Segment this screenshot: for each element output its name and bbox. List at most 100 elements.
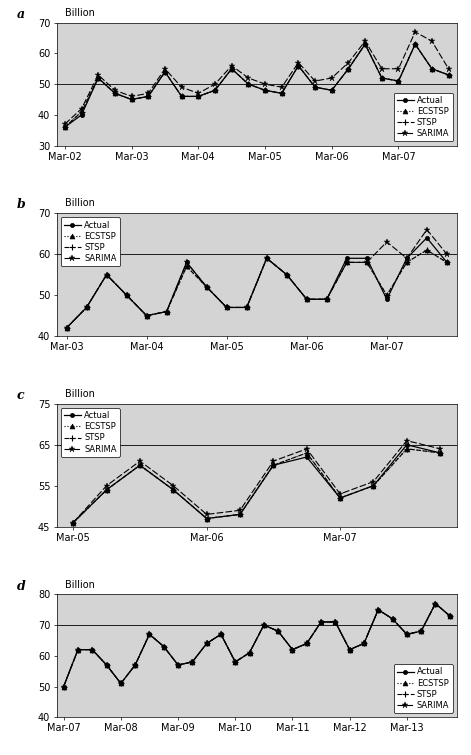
ECSTSP bbox=[396, 76, 401, 85]
STSP bbox=[284, 270, 290, 279]
Actual bbox=[404, 630, 410, 639]
ECSTSP bbox=[189, 658, 195, 667]
STSP bbox=[324, 294, 330, 304]
SARIMA bbox=[279, 82, 284, 91]
STSP bbox=[404, 258, 410, 267]
SARIMA bbox=[204, 510, 210, 519]
SARIMA bbox=[124, 291, 130, 300]
STSP bbox=[447, 612, 453, 621]
SARIMA bbox=[175, 661, 181, 670]
Text: a: a bbox=[16, 8, 24, 21]
ECSTSP bbox=[304, 448, 309, 458]
Actual bbox=[404, 440, 410, 449]
STSP bbox=[304, 294, 309, 304]
SARIMA bbox=[224, 303, 229, 312]
STSP bbox=[146, 92, 151, 101]
ECSTSP bbox=[404, 630, 410, 639]
Actual bbox=[64, 323, 69, 332]
Actual bbox=[75, 645, 81, 654]
Text: d: d bbox=[16, 580, 25, 593]
SARIMA bbox=[262, 79, 268, 88]
ECSTSP bbox=[333, 618, 338, 627]
ECSTSP bbox=[61, 682, 66, 691]
ECSTSP bbox=[179, 92, 185, 101]
SARIMA bbox=[104, 481, 109, 490]
SARIMA bbox=[137, 457, 143, 466]
ECSTSP bbox=[229, 64, 235, 73]
SARIMA bbox=[361, 639, 367, 648]
STSP bbox=[89, 645, 95, 654]
Line: ECSTSP: ECSTSP bbox=[71, 446, 443, 525]
SARIMA bbox=[261, 621, 267, 630]
STSP bbox=[270, 461, 276, 470]
Actual bbox=[104, 485, 109, 495]
STSP bbox=[264, 254, 269, 263]
Actual bbox=[232, 658, 238, 667]
STSP bbox=[144, 311, 149, 320]
Actual bbox=[290, 645, 295, 654]
STSP bbox=[184, 262, 189, 271]
ECSTSP bbox=[337, 494, 343, 503]
STSP bbox=[384, 291, 390, 300]
STSP bbox=[96, 73, 101, 82]
SARIMA bbox=[171, 481, 176, 490]
ECSTSP bbox=[444, 258, 450, 267]
ECSTSP bbox=[296, 61, 301, 70]
STSP bbox=[371, 481, 376, 490]
STSP bbox=[237, 510, 243, 519]
STSP bbox=[124, 291, 130, 300]
Actual bbox=[162, 67, 168, 76]
STSP bbox=[212, 86, 218, 95]
SARIMA bbox=[184, 258, 189, 267]
SARIMA bbox=[247, 649, 252, 658]
ECSTSP bbox=[104, 485, 109, 495]
Actual bbox=[237, 510, 243, 519]
ECSTSP bbox=[195, 92, 201, 101]
SARIMA bbox=[195, 89, 201, 98]
SARIMA bbox=[418, 627, 424, 636]
SARIMA bbox=[212, 79, 218, 88]
SARIMA bbox=[384, 237, 390, 246]
Text: c: c bbox=[16, 389, 24, 402]
SARIMA bbox=[204, 282, 210, 291]
Actual bbox=[212, 86, 218, 95]
ECSTSP bbox=[261, 621, 267, 630]
SARIMA bbox=[346, 58, 351, 67]
SARIMA bbox=[333, 618, 338, 627]
ECSTSP bbox=[75, 645, 81, 654]
STSP bbox=[429, 64, 435, 73]
SARIMA bbox=[204, 639, 210, 648]
STSP bbox=[179, 92, 185, 101]
ECSTSP bbox=[224, 303, 229, 312]
STSP bbox=[364, 258, 370, 267]
STSP bbox=[218, 630, 224, 639]
Actual bbox=[264, 254, 269, 263]
Text: Billion: Billion bbox=[65, 199, 94, 208]
SARIMA bbox=[396, 64, 401, 73]
ECSTSP bbox=[164, 307, 170, 316]
ECSTSP bbox=[390, 615, 395, 624]
SARIMA bbox=[218, 630, 224, 639]
Line: SARIMA: SARIMA bbox=[60, 600, 453, 690]
STSP bbox=[261, 621, 267, 630]
Actual bbox=[89, 645, 95, 654]
Actual bbox=[244, 303, 250, 312]
SARIMA bbox=[84, 303, 89, 312]
STSP bbox=[446, 70, 451, 79]
Line: STSP: STSP bbox=[64, 247, 450, 331]
SARIMA bbox=[404, 436, 410, 445]
SARIMA bbox=[161, 642, 167, 651]
STSP bbox=[247, 649, 252, 658]
Actual bbox=[204, 639, 210, 648]
STSP bbox=[361, 639, 367, 648]
ECSTSP bbox=[279, 89, 284, 98]
STSP bbox=[195, 92, 201, 101]
SARIMA bbox=[390, 615, 395, 624]
SARIMA bbox=[404, 630, 410, 639]
Line: STSP: STSP bbox=[62, 41, 452, 131]
SARIMA bbox=[318, 618, 324, 627]
ECSTSP bbox=[146, 92, 151, 101]
Actual bbox=[270, 461, 276, 470]
Actual bbox=[262, 86, 268, 95]
Actual bbox=[362, 39, 368, 48]
